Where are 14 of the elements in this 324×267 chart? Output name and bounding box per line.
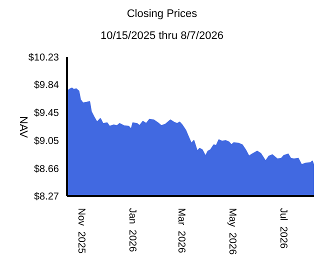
x-tick-label: Jul 2026 (277, 208, 288, 250)
y-tick-label: $9.05 (34, 136, 60, 148)
x-tick-label: Jan 2026 (126, 208, 138, 252)
chart-subtitle: 10/15/2025 thru 8/7/2026 (100, 30, 224, 42)
x-tick-label: Mar 2026 (176, 208, 187, 254)
y-tick-label: $8.66 (34, 164, 60, 175)
y-tick-label: $8.27 (34, 192, 60, 203)
y-tick-label: $10.23 (28, 52, 60, 64)
chart-title: Closing Prices (126, 8, 198, 20)
y-tick-label: $9.84 (34, 80, 60, 92)
y-axis-title: NAV (17, 116, 29, 138)
y-tick-label: $9.45 (34, 108, 60, 119)
x-tick-label: May 2026 (226, 208, 238, 256)
x-tick-label: Nov 2025 (76, 208, 87, 254)
